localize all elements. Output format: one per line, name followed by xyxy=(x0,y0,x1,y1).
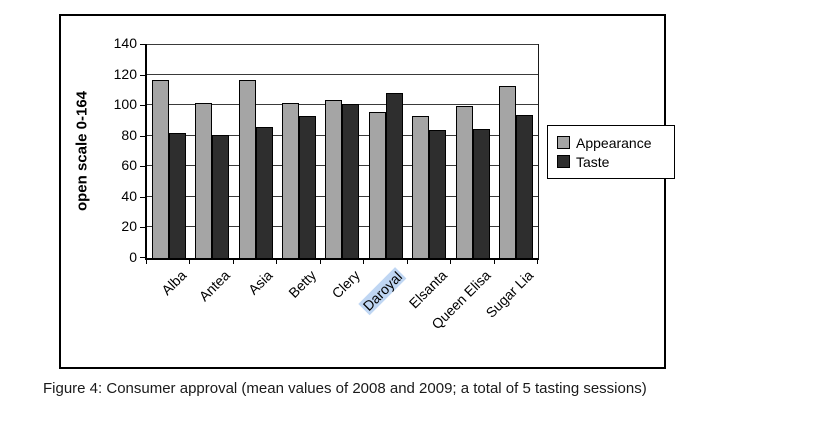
bar-appearance-asia xyxy=(238,80,256,258)
y-tick-label-140: 140 xyxy=(113,35,137,51)
y-tick-40 xyxy=(140,196,147,198)
y-tick-60 xyxy=(140,166,147,168)
category-antea: Antea xyxy=(190,44,233,304)
category-alba: Alba xyxy=(147,44,190,298)
legend-label-appearance: Appearance xyxy=(576,134,652,151)
y-tick-20 xyxy=(140,227,147,229)
bar-appearance-elsanta xyxy=(412,116,430,258)
bar-appearance-alba xyxy=(151,80,169,258)
bar-taste-betty xyxy=(299,116,317,258)
x-label-asia: Asia xyxy=(245,267,276,298)
y-tick-label-60: 60 xyxy=(121,157,137,174)
bar-taste-sugar-lia xyxy=(516,115,534,258)
x-tick-6 xyxy=(406,258,408,264)
x-tick-8 xyxy=(493,258,495,264)
bar-appearance-daroyal xyxy=(368,112,386,258)
legend-swatch-taste-icon xyxy=(557,155,570,168)
x-label-antea: Antea xyxy=(195,267,233,305)
y-tick-label-20: 20 xyxy=(121,218,137,235)
category-sugar-lia: Sugar Lia xyxy=(483,44,538,321)
y-tick-0 xyxy=(140,257,147,258)
bar-appearance-queen-elisa xyxy=(455,106,473,258)
bar-taste-clery xyxy=(342,104,360,258)
y-tick-label-80: 80 xyxy=(121,126,137,143)
gridline-140 xyxy=(147,44,538,45)
figure-caption: Figure 4: Consumer approval (mean values… xyxy=(43,380,647,397)
y-axis-title-text: open scale 0-164 xyxy=(73,90,91,212)
legend-item-taste: Taste xyxy=(557,152,674,171)
x-label-betty: Betty xyxy=(285,267,320,301)
bar-appearance-clery xyxy=(325,100,343,258)
x-tick-3 xyxy=(276,258,278,264)
bar-taste-elsanta xyxy=(429,130,447,258)
category-betty: Betty xyxy=(277,44,320,301)
bar-appearance-antea xyxy=(195,103,213,258)
bar-taste-alba xyxy=(168,133,186,258)
bars-layer: Alba Antea Asia Betty Clery Daroyal Elsanta Que… xyxy=(147,44,538,332)
bar-taste-asia xyxy=(255,127,273,258)
y-tick-80 xyxy=(140,135,147,137)
plot-area: 0 20 40 60 80 100 120 140 Alba Antea Asia Betty Cler… xyxy=(114,36,539,332)
y-tick-label-120: 120 xyxy=(113,65,137,82)
y-tick-140 xyxy=(140,44,147,45)
x-label-highlighted-daroyal: Daroyal xyxy=(357,267,407,316)
x-tick-1 xyxy=(189,258,191,264)
category-daroyal: Daroyal xyxy=(357,44,407,316)
figure-chart: open scale 0-164 0 20 40 60 80 100 120 140 Alba A… xyxy=(59,14,675,369)
y-tick-label-0: 0 xyxy=(129,249,137,265)
category-asia: Asia xyxy=(234,44,277,298)
x-label-alba: Alba xyxy=(157,267,190,299)
category-clery: Clery xyxy=(321,44,364,301)
x-tick-4 xyxy=(319,258,321,264)
legend-label-taste: Taste xyxy=(576,153,610,170)
x-tick-2 xyxy=(232,258,234,264)
bar-appearance-sugar-lia xyxy=(499,86,517,258)
bar-taste-queen-elisa xyxy=(472,129,490,258)
bar-taste-daroyal xyxy=(385,93,403,258)
bar-appearance-betty xyxy=(282,103,300,258)
y-tick-100 xyxy=(140,105,147,107)
x-tick-9 xyxy=(537,258,538,264)
legend-swatch-appearance-icon xyxy=(557,136,570,149)
y-tick-label-40: 40 xyxy=(121,187,137,204)
bar-taste-antea xyxy=(212,135,230,258)
gridline-120 xyxy=(147,73,538,75)
x-tick-0 xyxy=(146,258,147,264)
category-elsanta: Elsanta xyxy=(405,44,451,311)
legend-item-appearance: Appearance xyxy=(557,133,674,152)
chart-inner: open scale 0-164 0 20 40 60 80 100 120 140 Alba A… xyxy=(61,16,675,367)
category-queen-elisa: Queen Elisa xyxy=(428,44,494,332)
x-tick-7 xyxy=(450,258,452,264)
y-tick-label-100: 100 xyxy=(113,96,137,113)
y-tick-120 xyxy=(140,74,147,76)
legend: Appearance Taste xyxy=(547,125,675,179)
x-tick-5 xyxy=(363,258,365,264)
x-label-clery: Clery xyxy=(328,267,363,302)
